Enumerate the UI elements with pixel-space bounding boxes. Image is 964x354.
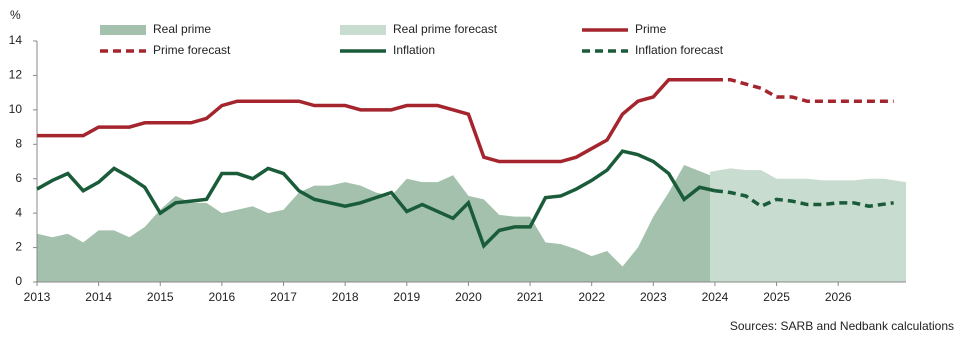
x-tick-label: 2023 (640, 290, 667, 304)
legend-label: Inflation forecast (635, 43, 724, 57)
legend-swatch (100, 25, 146, 35)
x-tick-label: 2016 (209, 290, 236, 304)
x-tick-label: 2022 (578, 290, 605, 304)
y-tick-label: 6 (15, 171, 22, 185)
source: Sources: SARB and Nedbank calculations (730, 319, 954, 333)
line (714, 77, 894, 103)
legend-swatch (340, 25, 386, 35)
x-tick-label: 2026 (825, 290, 852, 304)
x-tick-label: 2013 (24, 290, 51, 304)
legend-label: Real prime forecast (393, 22, 498, 36)
y-tick-label: 0 (15, 274, 22, 288)
y-tick-label: 14 (9, 33, 23, 47)
area (710, 168, 906, 282)
x-tick-label: 2015 (147, 290, 174, 304)
legend-label: Prime (635, 22, 667, 36)
y-tick-label: 2 (15, 240, 22, 254)
y-unit: % (10, 8, 21, 22)
x-tick-label: 2024 (702, 290, 729, 304)
y-tick-label: 10 (9, 102, 23, 116)
area (37, 164, 711, 282)
line (714, 189, 894, 209)
x-tick-label: 2017 (270, 290, 297, 304)
legend-label: Prime forecast (153, 43, 231, 57)
line (37, 77, 715, 164)
x-tick-label: 2020 (455, 290, 482, 304)
x-tick-label: 2014 (85, 290, 112, 304)
y-tick-label: 12 (9, 68, 23, 82)
line (36, 149, 716, 250)
legend-label: Real prime (153, 22, 211, 36)
legend-label: Inflation (393, 43, 435, 57)
x-tick-label: 2018 (332, 290, 359, 304)
x-tick-label: 2019 (393, 290, 420, 304)
y-tick-label: 4 (15, 205, 22, 219)
x-tick-label: 2025 (763, 290, 790, 304)
y-tick-label: 8 (15, 136, 22, 150)
x-tick-label: 2021 (517, 290, 544, 304)
